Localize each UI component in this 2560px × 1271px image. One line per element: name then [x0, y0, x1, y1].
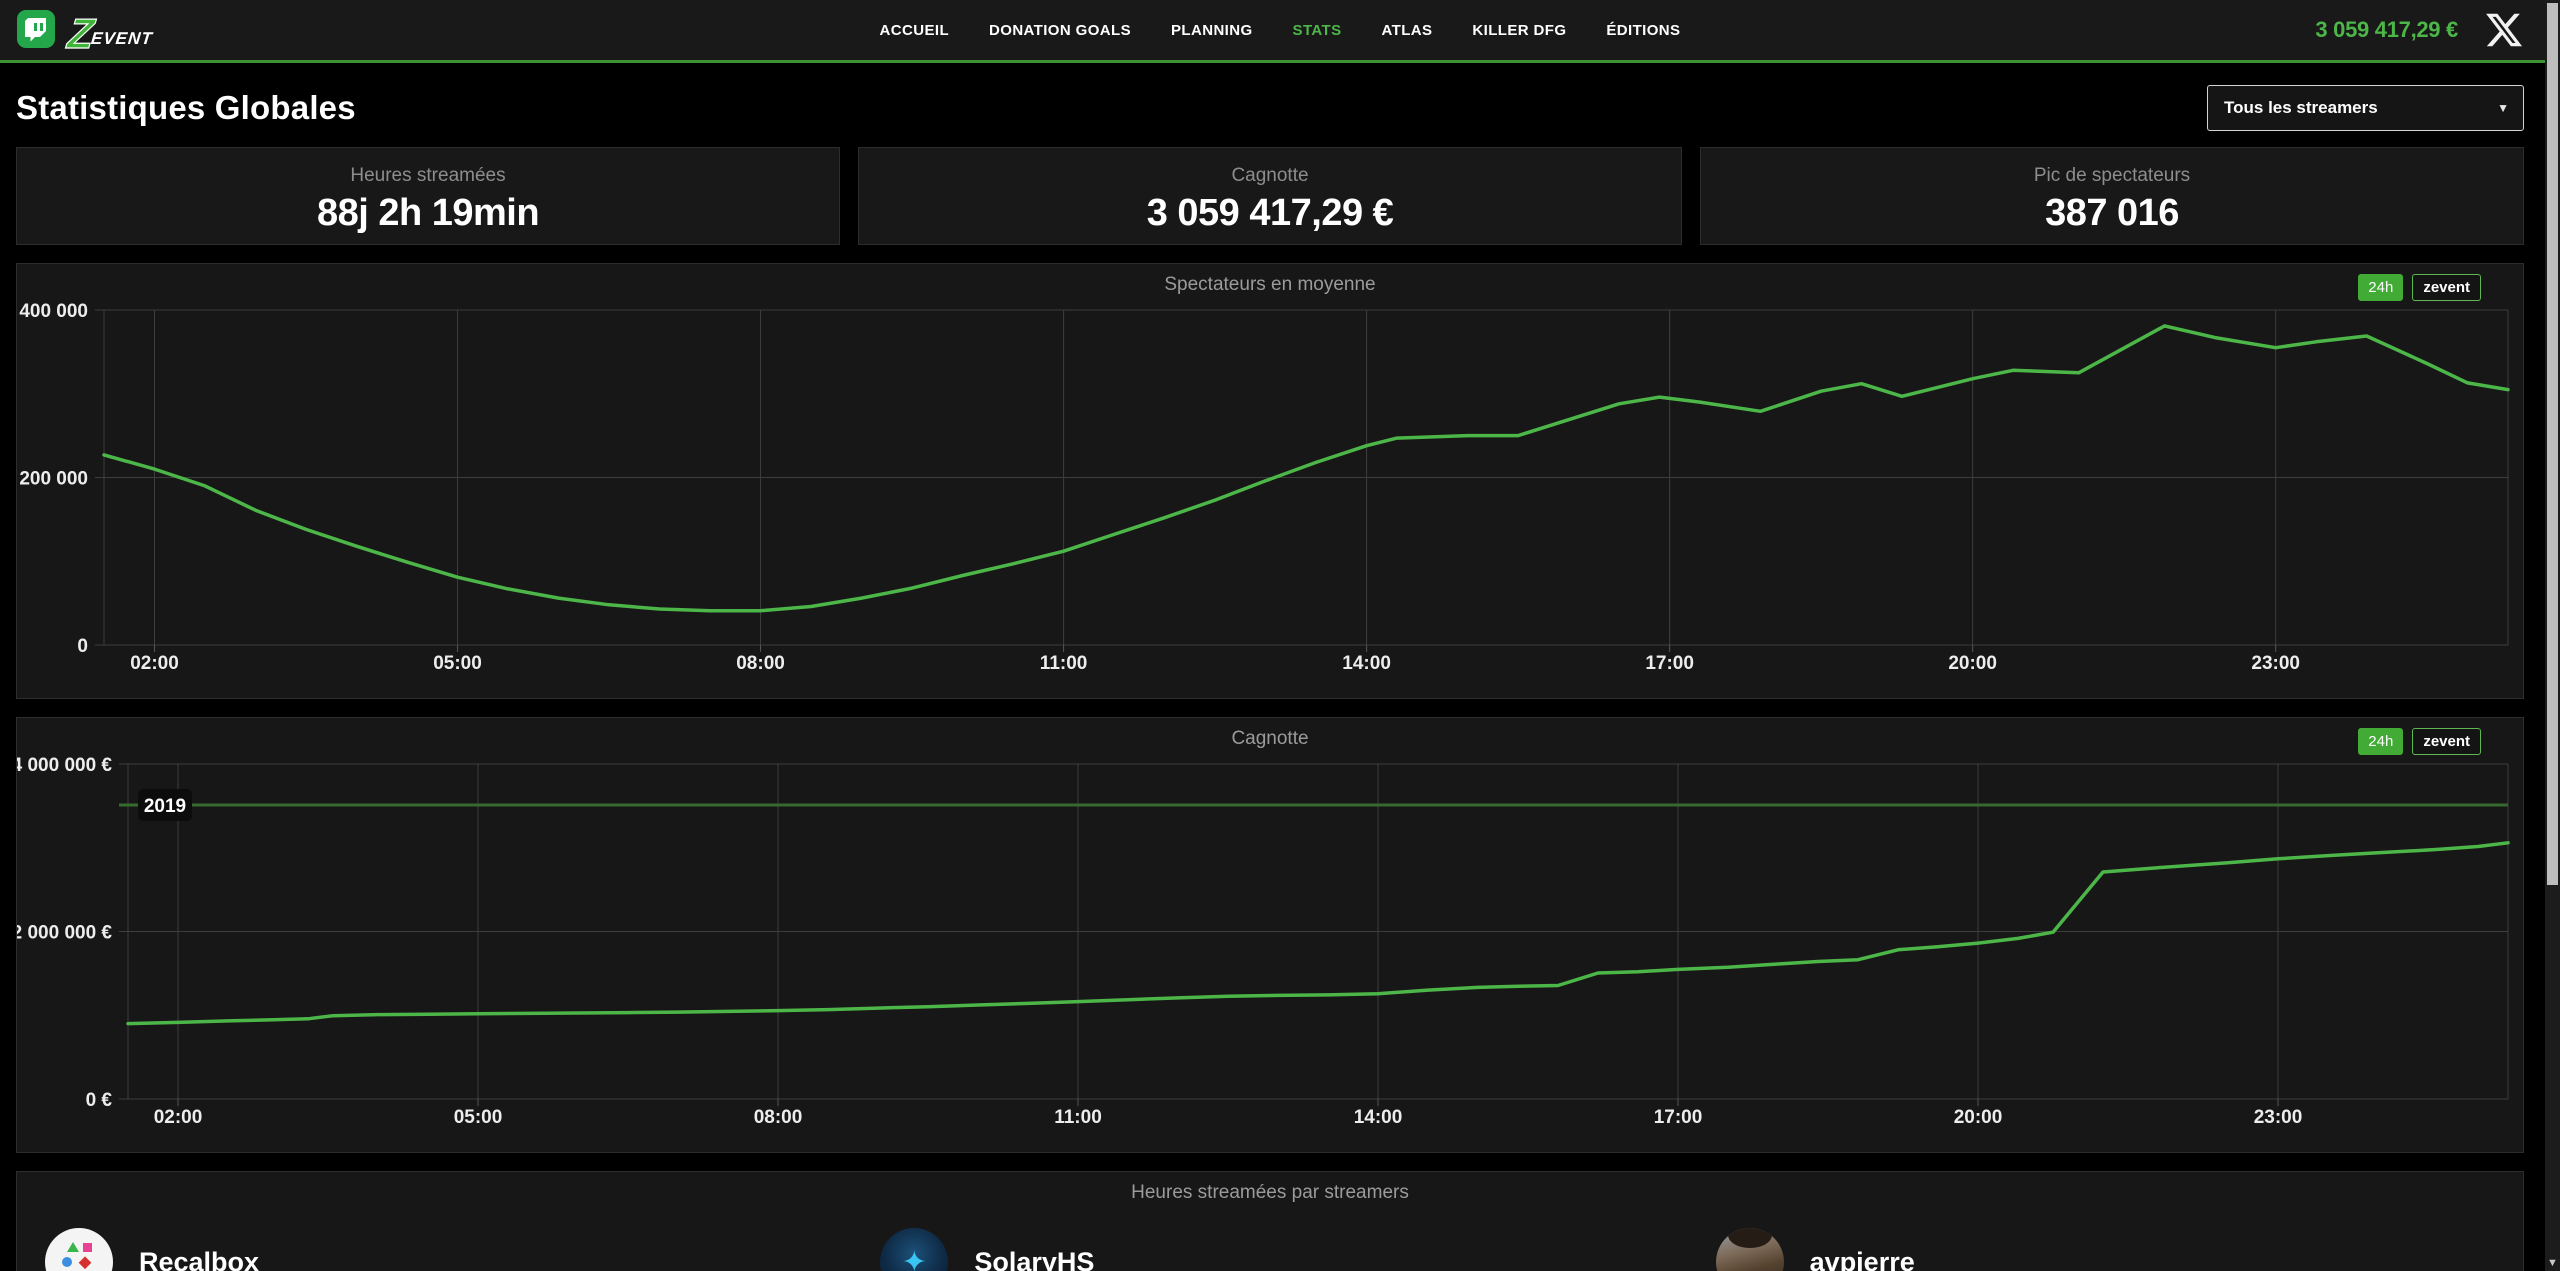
svg-text:400 000: 400 000: [19, 301, 88, 322]
svg-text:11:00: 11:00: [1040, 653, 1088, 674]
zevent-logo[interactable]: Z EVENT: [65, 9, 154, 57]
zevent-logo-wordmark: EVENT: [89, 29, 154, 48]
svg-text:200 000: 200 000: [19, 469, 88, 490]
donations-line-chart[interactable]: 0 € 2 000 000 € 4 000 000 € 02:00 05:00 08:00…: [17, 718, 2523, 1152]
streamer-name: avpierre: [1809, 1246, 1915, 1271]
streamer-name: SolaryHS: [974, 1246, 1095, 1271]
donation-total: 3 059 417,29 €: [2315, 17, 2458, 42]
donations-chart-title: Cagnotte: [1231, 728, 1309, 749]
stat-cards: Heures streamées 88j 2h 19min Cagnotte 3…: [16, 147, 2524, 245]
range-24h-button[interactable]: 24h: [2358, 274, 2404, 301]
streamer-name: Recalbox: [139, 1246, 260, 1271]
scrollbar-down-arrow-icon[interactable]: ▼: [2547, 1257, 2558, 1269]
card-pic-spectateurs: Pic de spectateurs 387 016: [1700, 147, 2524, 245]
streamer-avatar: [1715, 1228, 1784, 1271]
top-navbar: Z EVENT ACCUEIL DONATION GOALS PLANNING …: [0, 0, 2560, 63]
svg-text:17:00: 17:00: [1645, 653, 1694, 674]
streamer-avatar: [45, 1228, 113, 1271]
svg-text:05:00: 05:00: [433, 653, 482, 674]
main-menu: ACCUEIL DONATION GOALS PLANNING STATS AT…: [880, 22, 1681, 39]
svg-text:17:00: 17:00: [1654, 1107, 1703, 1128]
svg-text:05:00: 05:00: [454, 1107, 503, 1128]
recalbox-avatar-art: [62, 1242, 92, 1270]
solary-emblem-icon: ✦: [901, 1245, 927, 1271]
svg-text:0: 0: [77, 636, 88, 657]
card-label: Cagnotte: [1231, 165, 1309, 186]
svg-text:2019: 2019: [144, 796, 186, 817]
scope-zevent-button[interactable]: zevent: [2412, 728, 2481, 755]
svg-text:2 000 000 €: 2 000 000 €: [17, 923, 112, 944]
svg-text:23:00: 23:00: [2251, 653, 2300, 674]
streamer-row-avpierre[interactable]: avpierre: [1688, 1228, 2523, 1271]
svg-text:02:00: 02:00: [130, 653, 179, 674]
streamer-avatar: ✦: [880, 1228, 949, 1271]
svg-text:4 000 000 €: 4 000 000 €: [17, 755, 112, 776]
range-24h-button[interactable]: 24h: [2358, 728, 2404, 755]
svg-text:20:00: 20:00: [1954, 1107, 2003, 1128]
card-label: Pic de spectateurs: [2033, 165, 2191, 186]
card-heures-streamees: Heures streamées 88j 2h 19min: [16, 147, 840, 245]
nav-item-editions[interactable]: ÉDITIONS: [1606, 21, 1681, 39]
svg-text:0 €: 0 €: [86, 1090, 113, 1111]
svg-text:20:00: 20:00: [1948, 653, 1997, 674]
nav-item-stats[interactable]: STATS: [1292, 21, 1342, 39]
streamer-row-recalbox[interactable]: Recalbox: [17, 1228, 852, 1271]
streamer-filter-value: Tous les streamers: [2224, 98, 2378, 117]
streamer-row-solaryhs[interactable]: ✦ SolaryHS: [852, 1228, 1687, 1271]
scrollbar[interactable]: ▼: [2545, 0, 2560, 1271]
scrollbar-thumb[interactable]: [2547, 3, 2558, 885]
nav-item-donation-goals[interactable]: DONATION GOALS: [989, 21, 1132, 39]
scope-zevent-button[interactable]: zevent: [2412, 274, 2481, 301]
page-title: Statistiques Globales: [16, 89, 356, 126]
x-twitter-icon[interactable]: [2484, 10, 2524, 50]
svg-text:11:00: 11:00: [1054, 1107, 1102, 1128]
svg-text:14:00: 14:00: [1342, 653, 1391, 674]
svg-text:23:00: 23:00: [2254, 1107, 2303, 1128]
card-label: Heures streamées: [350, 165, 506, 186]
svg-text:02:00: 02:00: [154, 1107, 203, 1128]
card-cagnotte: Cagnotte 3 059 417,29 €: [858, 147, 1682, 245]
viewers-line-chart[interactable]: 0 200 000 400 000 02:00 05:00 08:00 11:00 14:00…: [17, 264, 2523, 698]
twitch-logo-icon[interactable]: [16, 9, 56, 49]
svg-text:08:00: 08:00: [754, 1107, 803, 1128]
hours-by-streamer-panel: Heures streamées par streamers Recalbox: [16, 1171, 2524, 1271]
stats-page: Statistiques Globales Tous les streamers…: [0, 79, 2545, 1271]
viewers-chart-title: Spectateurs en moyenne: [1164, 274, 1376, 295]
nav-item-atlas[interactable]: ATLAS: [1381, 21, 1433, 39]
streamer-filter-select[interactable]: Tous les streamers ▼: [2207, 85, 2524, 131]
card-value: 88j 2h 19min: [316, 192, 540, 234]
nav-item-killer-dfg[interactable]: KILLER DFG: [1472, 21, 1567, 39]
card-value: 387 016: [2045, 192, 2179, 234]
svg-text:08:00: 08:00: [736, 653, 785, 674]
nav-item-planning[interactable]: PLANNING: [1171, 21, 1253, 39]
svg-text:14:00: 14:00: [1354, 1107, 1403, 1128]
donations-chart-panel: Cagnotte 24h zevent 0 € 2 000 000 € 4 000 …: [16, 717, 2524, 1153]
card-value: 3 059 417,29 €: [1146, 192, 1394, 234]
nav-item-accueil[interactable]: ACCUEIL: [879, 21, 950, 39]
chevron-down-icon: ▼: [2497, 101, 2509, 115]
viewers-chart-panel: Spectateurs en moyenne 24h zevent 0 200 0…: [16, 263, 2524, 699]
hours-by-streamer-title: Heures streamées par streamers: [1131, 1182, 1409, 1203]
